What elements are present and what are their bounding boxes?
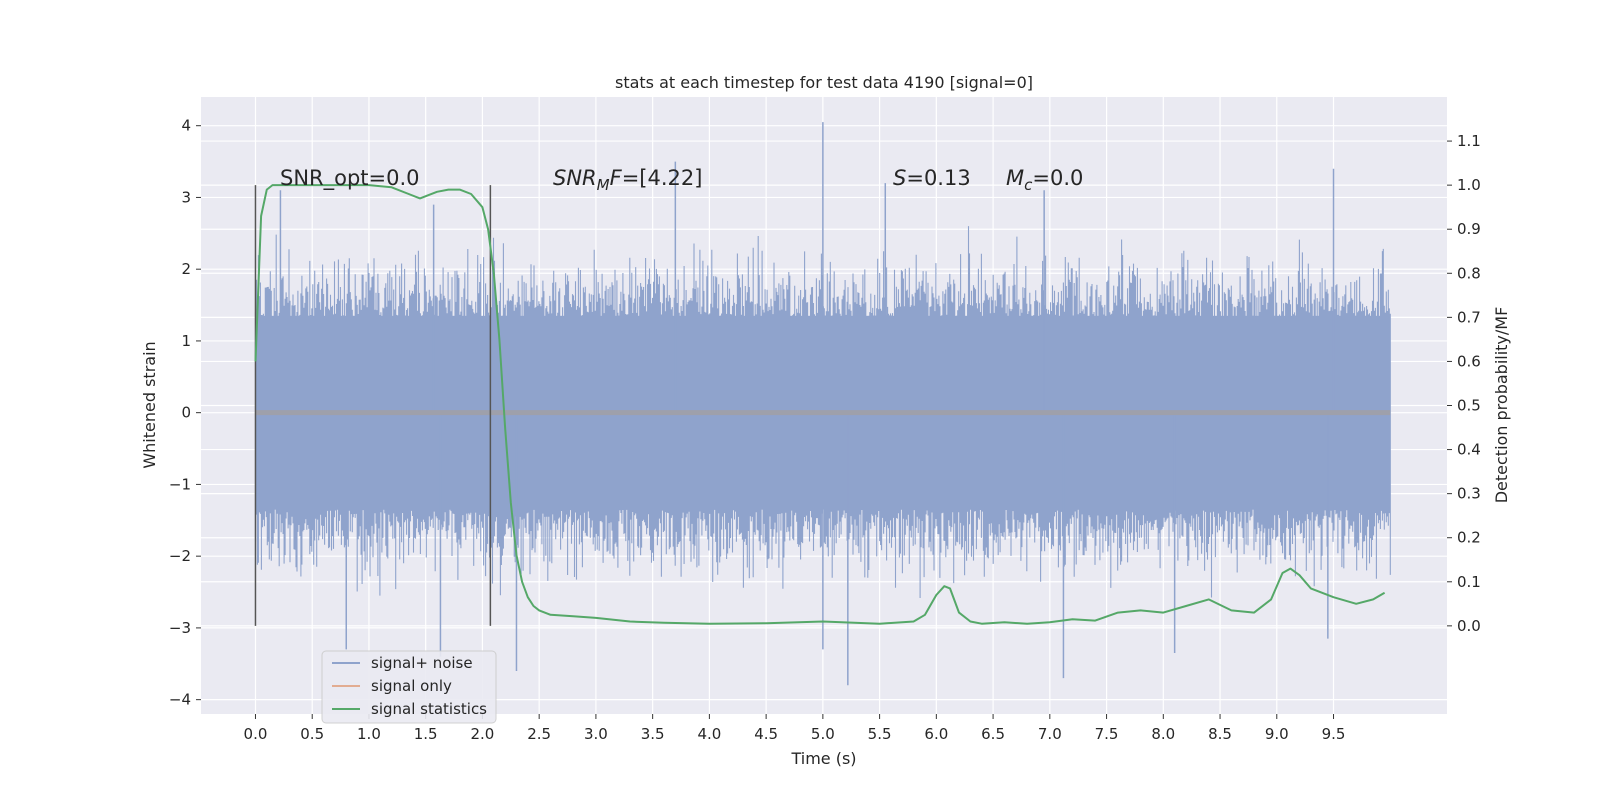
x-tick-label: 7.0	[1038, 725, 1062, 743]
mc-sub: c	[1024, 176, 1033, 194]
x-tick-label: 4.5	[754, 725, 778, 743]
annotation-snr-opt: SNR_opt=0.0	[280, 166, 420, 191]
y-tick-label-left: 3	[181, 188, 191, 206]
mc-value: =0.0	[1032, 166, 1083, 190]
x-tick-label: 0.5	[300, 725, 324, 743]
chart-title: stats at each timestep for test data 419…	[615, 73, 1033, 92]
snr-mf-sub: M	[597, 176, 610, 194]
snr-mf-f: F	[610, 166, 623, 190]
x-tick-label: 1.0	[357, 725, 381, 743]
y-tick-label-right: 0.9	[1457, 220, 1481, 238]
y-axis-label-right: Detection probability/MF	[1492, 307, 1511, 504]
x-tick-label: 0.0	[244, 725, 268, 743]
x-tick-label: 6.5	[981, 725, 1005, 743]
y-tick-label-right: 0.3	[1457, 485, 1481, 503]
series-signal-statistics	[254, 184, 1386, 625]
s-label: S	[893, 166, 906, 190]
annotation-snr-mf: SNRMF=[4.22]	[553, 166, 702, 194]
y-tick-label-left: −4	[169, 691, 191, 709]
y-tick-label-right: 1.1	[1457, 132, 1481, 150]
x-tick-label: 7.5	[1095, 725, 1119, 743]
annotation-s: S=0.13	[893, 166, 971, 190]
y-tick-label-right: 1.0	[1457, 176, 1481, 194]
y-tick-label-right: 0.1	[1457, 573, 1481, 591]
x-tick-label: 6.0	[924, 725, 948, 743]
snr-mf-prefix: SNR	[553, 166, 597, 190]
legend: signal+ noise signal only signal statist…	[321, 650, 497, 724]
y-tick-label-right: 0.4	[1457, 441, 1481, 459]
y-tick-label-right: 0.7	[1457, 308, 1481, 326]
vertical-markers	[254, 185, 492, 626]
y-tick-label-right: 0.5	[1457, 397, 1481, 415]
legend-box	[321, 650, 497, 724]
x-tick-label: 4.0	[697, 725, 721, 743]
x-tick-label: 2.5	[527, 725, 551, 743]
x-axis-ticks: 0.0 0.5 1.0 1.5 2.0 2.5 3.0 3.5 4.0 4.5 5.0 5.5 6.0 6…	[244, 714, 1346, 743]
legend-label-statistics: signal statistics	[371, 700, 487, 718]
x-tick-label: 3.0	[584, 725, 608, 743]
annotation-mc: Mc=0.0	[1006, 166, 1083, 194]
y-tick-label-right: 0.8	[1457, 264, 1481, 282]
mc-label: M	[1006, 166, 1024, 190]
legend-label-signal-only: signal only	[371, 677, 452, 695]
y-tick-label-left: 0	[181, 404, 191, 422]
x-tick-label: 9.0	[1265, 725, 1289, 743]
y-axis-left-ticks: −4 −3 −2 −1 0 1 2 3 4	[169, 117, 201, 709]
x-tick-label: 8.0	[1151, 725, 1175, 743]
y-tick-label-left: 1	[181, 332, 191, 350]
s-value: =0.13	[906, 166, 970, 190]
x-tick-label: 5.5	[868, 725, 892, 743]
x-axis-label: Time (s)	[790, 749, 856, 768]
snr-mf-value: =[4.22]	[622, 166, 703, 190]
x-tick-label: 1.5	[414, 725, 438, 743]
y-tick-label-left: −2	[169, 547, 191, 565]
statistics-line	[254, 184, 1386, 625]
y-axis-label-left: Whitened strain	[140, 341, 159, 468]
x-tick-label: 9.5	[1322, 725, 1346, 743]
x-tick-label: 8.5	[1208, 725, 1232, 743]
x-tick-label: 5.0	[811, 725, 835, 743]
x-tick-label: 3.5	[641, 725, 665, 743]
y-tick-label-right: 0.6	[1457, 352, 1481, 370]
y-tick-label-right: 0.0	[1457, 617, 1481, 635]
y-tick-label-right: 0.2	[1457, 529, 1481, 547]
y-axis-right-ticks: 0.0 0.1 0.2 0.3 0.4 0.5 0.6 0.7 0.8 0.9 1.0 1.1	[1447, 132, 1481, 635]
x-tick-label: 2.0	[470, 725, 494, 743]
legend-label-signal-noise: signal+ noise	[371, 654, 473, 672]
y-tick-label-left: −3	[169, 619, 191, 637]
y-tick-label-left: 2	[181, 260, 191, 278]
y-tick-label-left: −1	[169, 475, 191, 493]
y-tick-label-left: 4	[181, 117, 191, 135]
